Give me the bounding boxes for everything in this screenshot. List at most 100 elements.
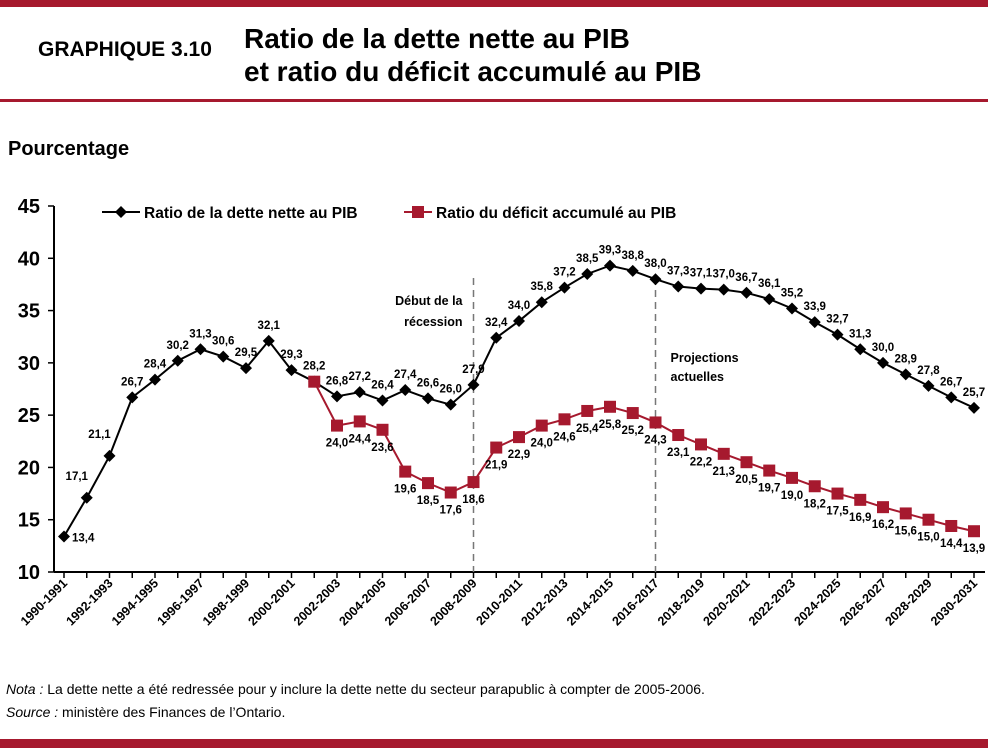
data-label: 26,6	[417, 377, 439, 389]
data-label: 24,0	[326, 438, 348, 450]
data-label: 19,6	[394, 484, 416, 496]
y-tick-label: 20	[18, 457, 40, 479]
data-label: 32,7	[826, 314, 848, 326]
data-label: 19,0	[781, 490, 803, 502]
data-point-diamond	[717, 283, 730, 296]
data-point-square	[490, 441, 503, 454]
data-point-diamond	[171, 354, 184, 367]
y-tick-label: 15	[18, 510, 40, 532]
x-tick-label: 2012-2013	[518, 576, 570, 628]
data-label: 22,2	[690, 456, 712, 468]
source-label: Source :	[6, 704, 59, 720]
title-line-1: Ratio de la dette nette au PIB	[244, 23, 630, 54]
x-tick-label: 2024-2025	[791, 576, 843, 628]
data-point-square	[695, 438, 707, 451]
data-point-diamond	[854, 343, 867, 356]
annotation-text: actuelles	[671, 370, 725, 384]
data-point-diamond	[376, 394, 389, 407]
data-point-diamond	[513, 315, 525, 328]
x-tick-label: 2026-2027	[837, 576, 889, 628]
x-tick-label: 1994-1995	[109, 576, 161, 628]
data-label: 32,1	[258, 320, 281, 332]
series-line	[313, 381, 975, 533]
data-label: 16,9	[849, 512, 871, 524]
data-label: 32,4	[485, 317, 508, 329]
data-label: 37,2	[553, 267, 575, 279]
data-point-diamond	[763, 293, 776, 306]
data-point-square	[672, 429, 685, 442]
annotation-text: récession	[404, 315, 462, 329]
data-label: 21,3	[713, 466, 735, 478]
data-point-square	[740, 456, 753, 469]
data-point-diamond	[331, 390, 343, 403]
figure-tag: GRAPHIQUE 3.10	[38, 38, 212, 61]
data-label: 36,1	[758, 278, 781, 290]
data-point-diamond	[558, 281, 571, 294]
data-label: 27,2	[349, 371, 371, 383]
data-label: 23,6	[371, 442, 393, 454]
data-point-diamond	[786, 302, 798, 315]
bottom-accent-bar	[0, 739, 988, 748]
y-tick-label: 30	[18, 353, 40, 375]
y-tick-label: 40	[18, 248, 40, 270]
data-point-square	[831, 487, 844, 500]
legend-label-deficit: Ratio du déficit accumulé au PIB	[436, 205, 676, 222]
data-label: 22,9	[508, 449, 530, 461]
data-label: 29,3	[280, 349, 302, 361]
data-point-diamond	[149, 373, 161, 386]
data-label: 17,6	[440, 505, 462, 517]
data-label: 17,1	[66, 471, 89, 483]
data-point-diamond	[240, 362, 252, 375]
x-tick-label: 1992-1993	[63, 576, 115, 628]
data-label: 27,4	[394, 369, 417, 381]
data-point-diamond	[467, 378, 480, 391]
data-point-diamond	[649, 273, 662, 286]
x-tick-label: 1990-1991	[18, 576, 70, 628]
annotation-text: Projections	[671, 351, 739, 365]
data-label: 25,4	[576, 423, 599, 435]
data-point-square	[899, 507, 912, 520]
data-label: 26,4	[371, 380, 394, 392]
data-label: 19,7	[758, 483, 780, 495]
x-tick-label: 2020-2021	[700, 576, 752, 628]
data-point-square	[717, 447, 730, 460]
x-tick-label: 1996-1997	[154, 576, 206, 628]
data-point-square	[649, 416, 662, 429]
y-tick-label: 35	[18, 301, 40, 323]
data-label: 14,4	[940, 538, 963, 550]
data-label: 17,5	[826, 506, 849, 518]
data-point-diamond	[444, 398, 457, 411]
data-point-diamond	[535, 296, 548, 309]
data-point-square	[581, 404, 594, 417]
data-point-square	[558, 413, 571, 426]
data-point-diamond	[399, 384, 412, 397]
nota-text: La dette nette a été redressée pour y in…	[43, 681, 705, 697]
data-point-square	[945, 519, 958, 532]
data-label: 31,3	[849, 328, 871, 340]
legend-marker-square	[412, 206, 424, 218]
y-tick-label: 25	[18, 405, 40, 427]
x-tick-label: 2002-2003	[291, 576, 343, 628]
top-accent-bar	[0, 0, 988, 7]
data-label: 26,8	[326, 375, 349, 387]
data-label: 36,7	[735, 272, 757, 284]
y-tick-label: 45	[18, 196, 40, 218]
data-label: 21,1	[88, 429, 111, 441]
nota-note: Nota : La dette nette a été redressée po…	[6, 678, 705, 701]
data-label: 26,0	[440, 384, 462, 396]
data-label: 33,9	[804, 301, 826, 313]
x-tick-label: 2028-2029	[882, 576, 934, 628]
x-tick-label: 2014-2015	[564, 576, 616, 628]
data-label: 13,9	[963, 543, 985, 555]
data-label: 34,0	[508, 300, 530, 312]
data-point-diamond	[103, 449, 116, 462]
legend-marker-diamond	[115, 206, 127, 218]
data-label: 24,0	[531, 438, 553, 450]
data-point-square	[308, 375, 321, 388]
data-point-square	[513, 431, 525, 444]
y-axis-label: Pourcentage	[8, 138, 130, 160]
data-point-diamond	[899, 368, 912, 381]
x-tick-label: 2018-2019	[655, 576, 707, 628]
data-label: 21,9	[485, 460, 507, 472]
